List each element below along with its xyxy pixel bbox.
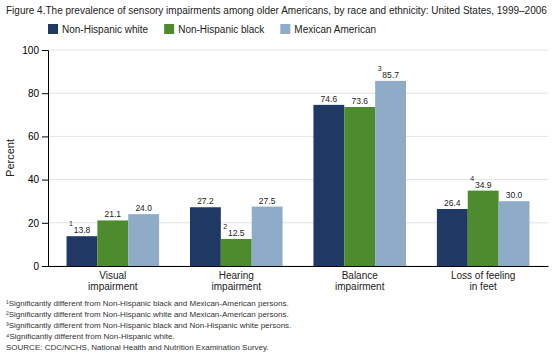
- data-label: 24.0: [135, 203, 152, 213]
- y-tick-mark: [42, 180, 48, 181]
- bar: [468, 191, 499, 266]
- y-tick: 0: [33, 261, 48, 272]
- x-axis-line: [49, 266, 549, 267]
- y-tick-mark: [42, 136, 48, 137]
- grid-line: [48, 136, 548, 137]
- data-label: 85.7: [382, 70, 399, 80]
- bar: [252, 207, 283, 266]
- data-label: 74.6: [321, 94, 338, 104]
- legend-item: Non-Hispanic white: [48, 24, 149, 35]
- bar: [437, 209, 468, 266]
- y-tick-label: 0: [33, 261, 39, 272]
- y-tick: 100: [22, 45, 48, 56]
- legend: Non-Hispanic white Non-Hispanic black Mexi…: [48, 24, 376, 35]
- x-tick-label: Balanceimpairment: [335, 270, 385, 292]
- x-axis: Visualimpairment Hearingimpairment Balance…: [49, 267, 549, 293]
- grid-line: [48, 93, 548, 94]
- data-label: 12.5: [228, 228, 245, 238]
- data-label: 30.0: [506, 190, 523, 200]
- y-tick-label: 40: [28, 174, 40, 185]
- bar: [313, 105, 344, 266]
- data-label: 21.1: [105, 209, 122, 219]
- footnote: ³Significantly different from Non-Hispan…: [6, 321, 291, 330]
- bar: [221, 239, 252, 266]
- superscript: 4: [470, 175, 474, 182]
- data-label: 27.2: [197, 196, 214, 206]
- y-tick-label: 60: [28, 131, 40, 142]
- legend-label: Non-Hispanic white: [62, 24, 149, 35]
- bar: [97, 220, 128, 266]
- legend-swatch: [280, 24, 290, 34]
- data-label: 34.9: [475, 180, 492, 190]
- y-tick-mark: [42, 93, 48, 94]
- y-axis-line: [42, 51, 49, 267]
- y-tick-label: 100: [22, 45, 39, 56]
- x-tick-label: Loss of feelingin feet: [451, 270, 516, 292]
- legend-label: Non-Hispanic black: [178, 24, 265, 35]
- footnote: ²Significantly different from Non-Hispan…: [6, 310, 289, 319]
- legend-item: Non-Hispanic black: [164, 24, 265, 35]
- superscript: 3: [378, 65, 382, 72]
- y-tick: 20: [28, 218, 48, 229]
- superscript: 2: [223, 223, 227, 230]
- bar: [128, 214, 159, 266]
- bars: [67, 81, 530, 266]
- legend-item: Mexican American: [280, 24, 376, 35]
- x-tick: Visualimpairment: [88, 270, 138, 292]
- footnote: ⁴Significantly different from Non-Hispan…: [6, 332, 175, 341]
- x-tick: Hearingimpairment: [212, 270, 262, 292]
- y-tick: 40: [28, 174, 48, 185]
- bar: [499, 201, 530, 266]
- footnote: ¹Significantly different from Non-Hispan…: [6, 299, 289, 308]
- x-tick: Loss of feelingin feet: [451, 270, 516, 292]
- legend-swatch: [164, 24, 174, 34]
- footnotes: ¹Significantly different from Non-Hispan…: [6, 299, 291, 352]
- x-tick-label: Hearingimpairment: [212, 270, 262, 292]
- legend-label: Mexican American: [294, 24, 376, 35]
- y-tick: 80: [28, 88, 48, 99]
- y-tick-label: 20: [28, 218, 40, 229]
- legend-swatch: [48, 24, 58, 34]
- bar: [344, 107, 375, 266]
- data-label: 27.5: [259, 196, 276, 206]
- bar: [375, 81, 406, 266]
- grid: [48, 50, 548, 266]
- bar: [67, 236, 98, 266]
- data-label: 13.8: [74, 225, 91, 235]
- title: Figure 4.The prevalence of sensory impai…: [6, 5, 547, 16]
- y-tick-mark: [42, 223, 48, 224]
- y-tick: 60: [28, 131, 48, 142]
- y-axis-title: Percent: [4, 139, 16, 177]
- data-label: 26.4: [444, 198, 461, 208]
- y-tick-label: 80: [28, 88, 40, 99]
- data-labels: 13.81 27.2 74.6 26.4 21.1 12.52 73.6 34.94 24.0 2…: [69, 65, 523, 238]
- superscript: 1: [69, 220, 73, 227]
- bar: [190, 207, 221, 266]
- x-tick: Balanceimpairment: [335, 270, 385, 292]
- y-tick-mark: [42, 50, 48, 51]
- footnote: SOURCE: CDC/NCHS, National Health and Nu…: [6, 343, 269, 352]
- y-tick-mark: [42, 266, 48, 267]
- x-tick-label: Visualimpairment: [88, 270, 138, 292]
- grid-line: [48, 50, 548, 51]
- chart: Figure 4.The prevalence of sensory impai…: [0, 0, 560, 359]
- data-label: 73.6: [351, 96, 368, 106]
- y-axis: 0 20 40 60 80 100: [22, 45, 48, 272]
